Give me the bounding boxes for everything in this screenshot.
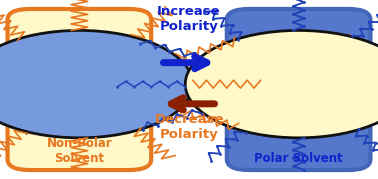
Text: Non-Polar
Solvent: Non-Polar Solvent	[46, 137, 112, 165]
FancyBboxPatch shape	[227, 9, 370, 170]
FancyBboxPatch shape	[8, 9, 151, 170]
Circle shape	[0, 30, 193, 138]
Circle shape	[185, 30, 378, 138]
Text: Polar Solvent: Polar Solvent	[254, 152, 343, 165]
Text: Increase
Polarity: Increase Polarity	[157, 5, 221, 33]
Text: Decrease
Polarity: Decrease Polarity	[154, 113, 224, 141]
